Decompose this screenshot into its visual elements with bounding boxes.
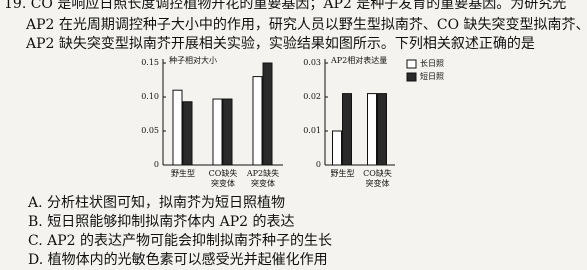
legend-swatch [406, 72, 417, 82]
bar [367, 93, 377, 166]
legend-label: 短日照 [420, 71, 444, 81]
chart-title: 种子相对大小 [169, 55, 217, 65]
stem-line: AP2 缺失突变型拟南芥开展相关实验，实验结果如图所示。下列相关叙述正确的是 [25, 35, 535, 52]
bar [342, 93, 352, 166]
bar [182, 101, 193, 166]
bar [212, 98, 223, 166]
y-tick-label: 0.05 [141, 126, 159, 135]
y-tick-label: 0.15 [141, 58, 159, 67]
x-tick-label: CO缺失突变体 [363, 168, 392, 188]
y-tick-label: 0 [154, 160, 159, 169]
x-tick-label: AP2缺失突变体 [246, 168, 279, 188]
y-tick-label: 0 [316, 160, 321, 169]
option: C. AP2 的表达产物可能会抑制拟南芥种子的生长 [28, 233, 332, 249]
legend-label: 长日照 [420, 58, 444, 68]
legend-swatch [406, 59, 417, 69]
bar [172, 89, 183, 166]
bar [262, 62, 273, 166]
stem-line: 19. CO 是响应日照长度调控植物开花的重要基因；AP2 是种子发育的重要基因… [4, 0, 566, 12]
bar [252, 76, 263, 166]
chart-title: AP2相对表达量 [330, 55, 387, 65]
bar [222, 98, 233, 166]
option: B. 短日照能够抑制拟南芥体内 AP2 的表达 [28, 214, 295, 230]
y-tick-label: 0.10 [141, 92, 159, 101]
y-tick-label: 0.02 [303, 92, 321, 101]
bar [332, 130, 342, 166]
y-tick-label: 0.03 [303, 58, 321, 67]
y-tick-label: 0.01 [303, 126, 321, 135]
option: D. 植物体内的光敏色素可以感受光并起催化作用 [28, 251, 328, 268]
bar [377, 93, 387, 166]
stem-line: AP2 在光周期调控种子大小中的作用，研究人员以野生型拟南芥、CO 缺失突变型拟… [25, 17, 587, 33]
x-tick-label: 野生型 [171, 168, 195, 178]
x-tick-label: 野生型 [331, 168, 355, 178]
x-tick-label: CO缺失突变体 [209, 168, 238, 188]
option: A. 分析柱状图可知，拟南芥为短日照植物 [27, 194, 285, 211]
